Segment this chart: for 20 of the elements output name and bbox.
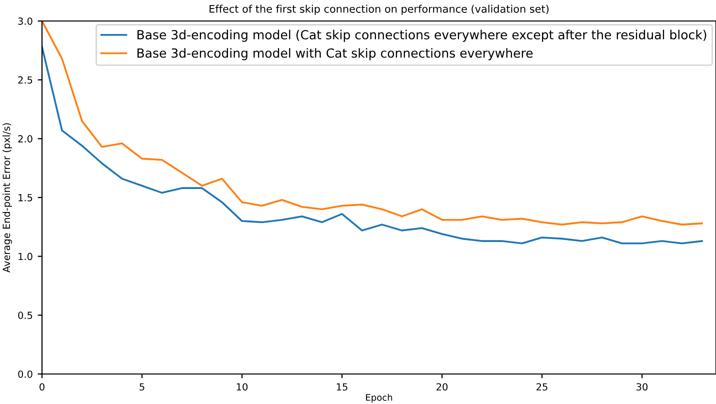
x-tick-label: 30 (636, 383, 648, 391)
y-tick-label: 1.5 (18, 194, 32, 202)
x-tick-label: 20 (436, 383, 448, 391)
y-tick-label: 0.5 (18, 312, 32, 319)
x-tick-label: 10 (236, 383, 248, 391)
y-tick-label: 2.0 (18, 135, 32, 142)
line-series (42, 46, 703, 244)
x-tick-label: 15 (336, 383, 348, 391)
chart-title: Effect of the first skip connection on performance (validation set) (210, 4, 549, 15)
y-tick-label: 3.0 (18, 17, 32, 25)
y-tick-label: 1.0 (18, 252, 32, 260)
legend-label: Base 3d-encoding model (Cat skip connections everywhere except after the residual block) (137, 30, 706, 42)
y-tick-label: 0.0 (18, 370, 32, 378)
x-tick-label: 5 (140, 383, 144, 391)
y-tick-label: 2.5 (18, 76, 32, 84)
x-axis-title: Epoch (366, 394, 392, 403)
y-axis-title: Average End-point Error (pxl/s) (2, 123, 12, 273)
x-tick-label: 25 (536, 383, 548, 391)
x-tick-label: 0 (40, 383, 44, 391)
legend-label: Base 3d-encoding model with Cat skip connections everywhere (137, 48, 533, 60)
